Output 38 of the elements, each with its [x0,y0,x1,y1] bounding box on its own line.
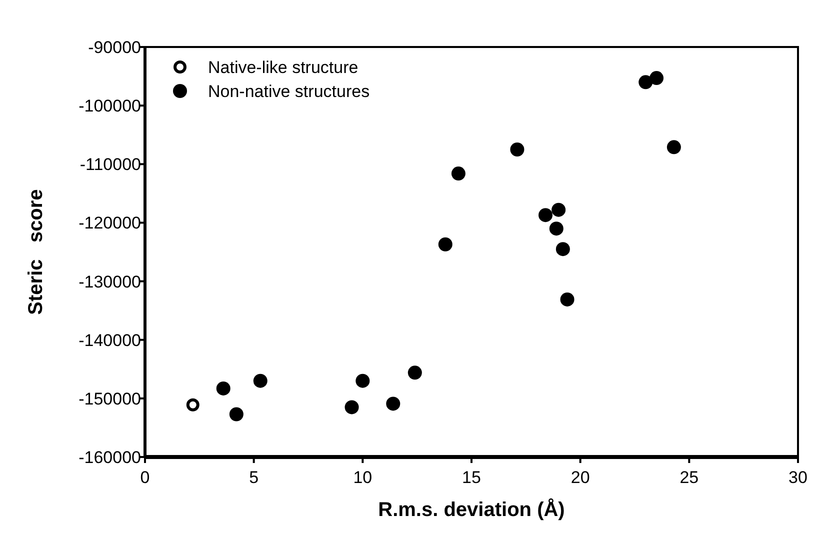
point [216,381,230,396]
point [451,166,466,181]
y-tick-label: -120000 [78,214,141,233]
point [556,242,570,256]
y-tick-label: -90000 [88,38,141,57]
point [638,75,653,90]
x-tick-label: 30 [788,468,808,487]
point [229,407,244,422]
point [549,222,564,236]
point [344,400,359,414]
x-tick-label: 0 [140,468,150,487]
y-tick-label: -110000 [80,155,141,174]
point [560,292,574,306]
point [650,71,664,86]
point [510,142,524,156]
x-tick-label: 15 [462,468,481,487]
y-tick-label: -130000 [78,272,141,292]
y-tick-label: -150000 [78,389,141,408]
point [408,366,422,380]
point [552,202,566,217]
y-tick-label: -100000 [78,96,141,116]
legend-label: Non-native structures [208,82,370,101]
y-tick-label: -160000 [78,448,141,467]
point [538,208,553,222]
point [356,374,370,388]
x-axis-title: R.m.s. deviation (Å) [378,498,565,521]
y-tick-label: -140000 [78,330,141,350]
x-tick-label: 20 [570,468,590,487]
legend-label: Native-like structure [208,58,358,77]
point [186,398,200,412]
x-tick-label: 10 [353,468,372,487]
point [386,396,400,411]
y-axis-title: Steric score [25,189,47,315]
point [666,140,681,154]
x-tick-label: 5 [249,468,259,487]
point [438,237,452,252]
point [253,374,268,388]
x-tick-label: 25 [680,468,699,487]
